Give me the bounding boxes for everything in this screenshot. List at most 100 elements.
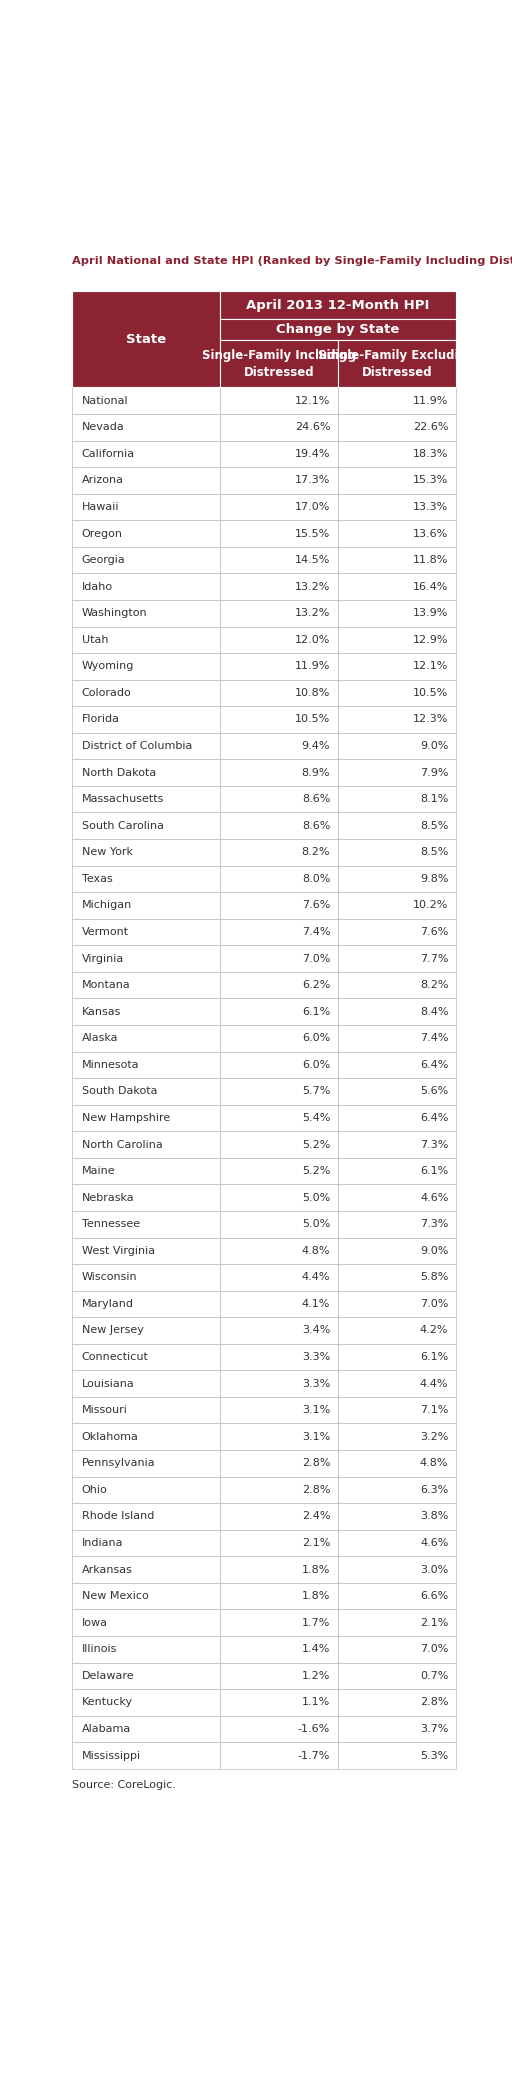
Text: 9.4%: 9.4% (302, 740, 330, 751)
Bar (72, 1716, 220, 1743)
Text: Washington: Washington (82, 607, 147, 618)
Text: 13.9%: 13.9% (413, 607, 449, 618)
Text: 9.0%: 9.0% (420, 740, 449, 751)
Text: 8.9%: 8.9% (302, 768, 330, 778)
Text: Delaware: Delaware (82, 1670, 135, 1681)
Bar (220, 1504, 338, 1529)
Bar (338, 493, 456, 520)
Text: 0.7%: 0.7% (420, 1670, 449, 1681)
Text: 10.2%: 10.2% (413, 901, 449, 911)
Bar (338, 1583, 456, 1610)
Text: 3.1%: 3.1% (302, 1431, 330, 1441)
Text: 17.0%: 17.0% (295, 501, 330, 512)
Bar (338, 520, 456, 547)
Text: 6.0%: 6.0% (302, 1034, 330, 1044)
Bar (338, 1104, 456, 1132)
Text: 16.4%: 16.4% (413, 582, 449, 591)
Bar (338, 759, 456, 786)
Text: 1.8%: 1.8% (302, 1591, 330, 1602)
Bar (72, 1637, 220, 1662)
Bar (220, 1398, 338, 1423)
Text: Idaho: Idaho (82, 582, 113, 591)
Bar (72, 944, 220, 971)
Text: 15.3%: 15.3% (413, 476, 449, 485)
Bar (338, 1504, 456, 1529)
Bar (220, 919, 338, 944)
Text: 5.0%: 5.0% (302, 1219, 330, 1229)
Text: 7.9%: 7.9% (420, 768, 449, 778)
Bar (338, 1265, 456, 1290)
Bar (72, 1290, 220, 1317)
Bar (220, 971, 338, 998)
Text: Georgia: Georgia (82, 555, 125, 566)
Text: 9.0%: 9.0% (420, 1246, 449, 1256)
Bar (220, 599, 338, 626)
Text: California: California (82, 449, 135, 460)
Bar (338, 1716, 456, 1743)
Bar (72, 441, 220, 468)
Bar (72, 1184, 220, 1211)
Text: 4.8%: 4.8% (420, 1458, 449, 1468)
Bar (72, 1317, 220, 1344)
Text: Source: CoreLogic.: Source: CoreLogic. (72, 1780, 176, 1791)
Bar (220, 732, 338, 759)
Bar (338, 919, 456, 944)
Bar (338, 707, 456, 732)
Text: 12.3%: 12.3% (413, 716, 449, 724)
Bar (72, 1211, 220, 1238)
Bar (338, 599, 456, 626)
Text: 6.1%: 6.1% (420, 1352, 449, 1362)
Bar (72, 680, 220, 707)
Text: New Mexico: New Mexico (82, 1591, 148, 1602)
Bar (220, 1132, 338, 1159)
Bar (72, 1743, 220, 1768)
Text: 8.1%: 8.1% (420, 795, 449, 805)
Bar (220, 1077, 338, 1104)
Bar (220, 626, 338, 653)
Bar (72, 1477, 220, 1504)
Text: 7.0%: 7.0% (420, 1298, 449, 1308)
Text: North Carolina: North Carolina (82, 1140, 163, 1150)
Text: 10.5%: 10.5% (295, 716, 330, 724)
Text: April 2013 12-Month HPI: April 2013 12-Month HPI (246, 300, 430, 312)
Text: 12.0%: 12.0% (295, 634, 330, 645)
Text: Virginia: Virginia (82, 953, 124, 963)
Text: Ohio: Ohio (82, 1485, 108, 1496)
Text: 6.6%: 6.6% (420, 1591, 449, 1602)
Text: 6.3%: 6.3% (420, 1485, 449, 1496)
Text: 7.6%: 7.6% (420, 928, 449, 936)
Text: New Hampshire: New Hampshire (82, 1113, 170, 1123)
Bar (72, 291, 220, 387)
Text: West Virginia: West Virginia (82, 1246, 155, 1256)
Bar (72, 1159, 220, 1184)
Text: Utah: Utah (82, 634, 109, 645)
Text: Vermont: Vermont (82, 928, 129, 936)
Text: 5.2%: 5.2% (302, 1140, 330, 1150)
Bar (72, 998, 220, 1025)
Text: 6.4%: 6.4% (420, 1061, 449, 1069)
Bar (220, 339, 338, 387)
Text: New York: New York (82, 847, 133, 857)
Bar (220, 1529, 338, 1556)
Bar (72, 1077, 220, 1104)
Text: 6.1%: 6.1% (302, 1007, 330, 1017)
Bar (338, 1290, 456, 1317)
Bar (72, 813, 220, 838)
Bar (72, 1450, 220, 1477)
Bar (220, 1477, 338, 1504)
Text: 7.4%: 7.4% (302, 928, 330, 936)
Text: 7.1%: 7.1% (420, 1406, 449, 1414)
Text: 12.1%: 12.1% (295, 395, 330, 406)
Bar (220, 1743, 338, 1768)
Bar (338, 1637, 456, 1662)
Bar (338, 732, 456, 759)
Text: Illinois: Illinois (82, 1645, 117, 1654)
Bar (338, 547, 456, 574)
Bar (72, 599, 220, 626)
Bar (220, 892, 338, 919)
Bar (220, 414, 338, 441)
Text: 1.7%: 1.7% (302, 1618, 330, 1629)
Text: South Carolina: South Carolina (82, 822, 164, 830)
Bar (338, 1423, 456, 1450)
Bar (220, 1583, 338, 1610)
